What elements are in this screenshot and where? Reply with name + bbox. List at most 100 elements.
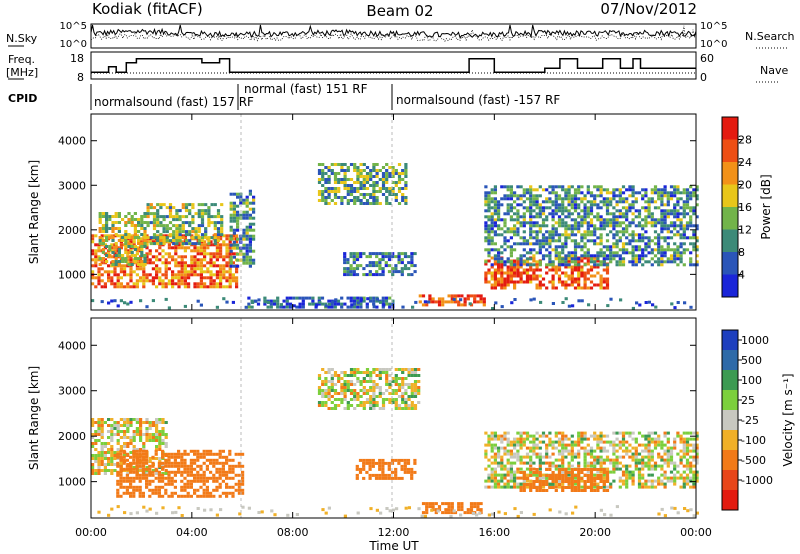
power-cell	[493, 242, 497, 246]
power-cell	[673, 260, 677, 264]
power-cell	[168, 209, 173, 213]
power-cell	[100, 261, 104, 265]
power-cell	[320, 302, 325, 306]
power-cell	[596, 242, 600, 246]
power-cell	[573, 251, 578, 255]
velocity-cell	[529, 458, 533, 462]
power-cell	[685, 224, 690, 228]
power-cell	[682, 242, 686, 246]
velocity-cell	[145, 455, 149, 459]
velocity-cell	[391, 377, 395, 380]
power-cell	[232, 231, 236, 235]
power-cell	[340, 302, 344, 306]
velocity-cell	[362, 401, 366, 404]
power-cell	[692, 233, 696, 237]
power-cell	[628, 233, 632, 237]
power-cell	[497, 200, 501, 204]
power-cell	[561, 218, 565, 222]
power-cell	[410, 273, 414, 277]
velocity-cell	[212, 473, 216, 477]
power-cell	[228, 273, 232, 277]
power-cell	[117, 254, 121, 257]
power-cell	[669, 191, 674, 195]
velocity-cell	[125, 479, 129, 483]
velocity-cell	[413, 395, 418, 398]
power-cell	[142, 285, 146, 289]
velocity-cell	[685, 467, 690, 471]
power-cell	[129, 285, 133, 289]
power-cell	[532, 224, 536, 228]
velocity-cell	[359, 401, 363, 404]
power-cell	[126, 261, 130, 265]
power-cell	[204, 236, 208, 240]
power-cell	[121, 239, 125, 242]
power-cell	[577, 188, 581, 192]
velocity-cell	[155, 424, 159, 427]
power-cell	[653, 206, 658, 210]
power-cell	[404, 187, 408, 190]
power-cell	[193, 249, 197, 253]
power-cell	[503, 248, 507, 252]
power-cell	[580, 233, 584, 237]
power-cell	[397, 255, 401, 259]
power-cell	[567, 259, 571, 263]
power-cell	[493, 206, 497, 210]
power-cell	[650, 257, 654, 261]
velocity-cell	[362, 377, 366, 380]
velocity-cell	[628, 443, 632, 447]
velocity-cell	[161, 494, 165, 498]
velocity-cell	[583, 452, 587, 456]
power-cell	[679, 260, 683, 264]
power-cell	[525, 221, 530, 225]
power-cell	[545, 239, 549, 243]
power-cell	[209, 240, 213, 244]
power-cell	[567, 254, 571, 258]
velocity-cell	[343, 386, 347, 389]
power-cell	[401, 169, 405, 172]
velocity-cell	[641, 434, 645, 438]
velocity-cell	[593, 485, 597, 489]
power-cell	[487, 200, 491, 204]
velocity-cell	[161, 472, 165, 475]
power-cell	[525, 257, 530, 261]
velocity-cell	[593, 464, 597, 468]
power-cell	[484, 230, 488, 234]
power-cell	[222, 297, 226, 301]
velocity-cell	[490, 443, 494, 447]
velocity-cell	[161, 427, 165, 430]
power-cell	[589, 224, 594, 228]
power-cell	[199, 285, 203, 289]
velocity-cell	[113, 421, 117, 424]
power-cell	[551, 274, 555, 278]
velocity-cell	[141, 470, 145, 474]
velocity-cell	[653, 467, 658, 471]
power-cell	[225, 246, 229, 250]
power-cell	[513, 248, 517, 252]
power-cell	[391, 273, 395, 277]
power-cell	[220, 230, 224, 234]
power-cell	[167, 282, 171, 286]
velocity-cell	[605, 485, 610, 489]
velocity-cell	[394, 389, 398, 392]
power-cell	[245, 243, 249, 247]
power-cell	[535, 194, 539, 198]
power-cell	[692, 224, 696, 228]
power-cell	[618, 197, 622, 201]
velocity-cell	[122, 458, 126, 462]
power-cell	[378, 190, 382, 193]
power-cell	[199, 303, 203, 307]
velocity-cell	[493, 479, 497, 483]
velocity-cell	[529, 483, 533, 486]
velocity-cell	[141, 491, 145, 495]
power-cell	[660, 209, 664, 213]
power-cell	[317, 199, 322, 202]
power-cell	[401, 196, 405, 199]
velocity-cell	[519, 486, 523, 489]
velocity-cell	[237, 461, 241, 465]
power-cell	[525, 271, 530, 275]
power-cell	[229, 216, 233, 220]
power-cell	[124, 248, 128, 251]
power-cell	[669, 257, 674, 261]
power-cell	[628, 224, 632, 228]
